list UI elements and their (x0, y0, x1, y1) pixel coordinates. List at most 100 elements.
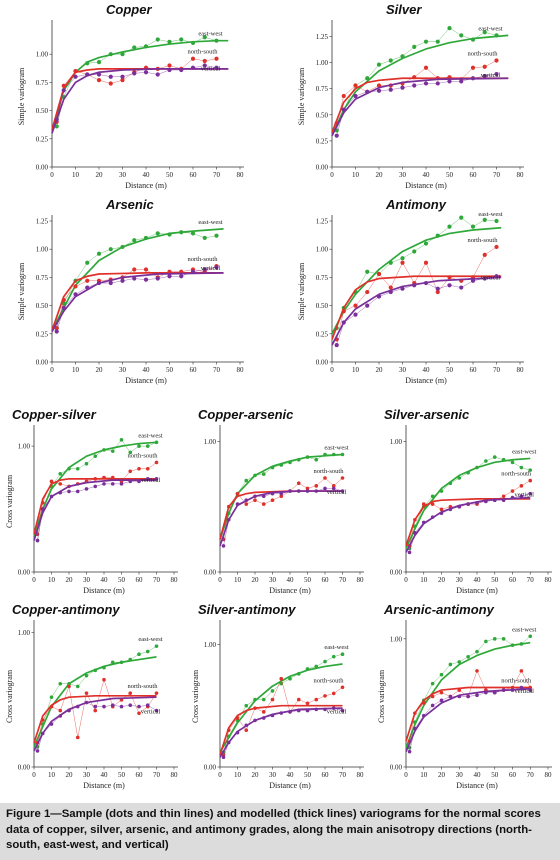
east-west-point (110, 660, 115, 665)
silver-antimony-title: Silver-antimony (198, 602, 296, 617)
north-south-point (400, 260, 405, 265)
east-west-point (155, 231, 160, 236)
vertical-point (221, 755, 226, 759)
east-west-point (331, 654, 336, 659)
north-south-point (73, 284, 78, 289)
vertical-point (423, 280, 429, 286)
vertical-sample-line (37, 478, 157, 541)
north-south-point (102, 677, 106, 682)
vertical-point (119, 704, 124, 709)
x-tick-label: 20 (96, 171, 104, 179)
east-west-point (96, 251, 102, 256)
east-west-point (412, 249, 417, 254)
vertical-point (528, 688, 533, 692)
x-tick-label: 40 (101, 771, 109, 779)
east-west-point (305, 455, 310, 459)
x-tick-label: 40 (474, 576, 482, 584)
north-south-point (261, 502, 266, 506)
vertical-point (93, 704, 98, 709)
x-tick-label: 70 (339, 576, 347, 584)
y-tick-label: 0.50 (316, 111, 329, 119)
north-south-point (102, 475, 106, 480)
north-south-point (388, 285, 393, 290)
east-west-model-line (331, 226, 502, 335)
x-tick-label: 0 (32, 576, 36, 584)
vertical-point (132, 71, 137, 76)
east-west-point (519, 465, 524, 470)
north-south-point (214, 56, 219, 61)
north-south-series-label: north-south (468, 50, 499, 57)
vertical-point (288, 489, 292, 493)
copper-silver-title: Copper-silver (12, 407, 97, 422)
vertical-point (73, 292, 78, 297)
y-tick-label: 1.25 (36, 218, 49, 226)
vertical-point (244, 498, 249, 502)
vertical-point (484, 499, 488, 504)
x-tick-label: 70 (213, 171, 221, 179)
figure-caption-box: Figure 1—Sample (dots and thin lines) an… (0, 803, 560, 860)
y-tick-label: 1.00 (316, 59, 329, 67)
vertical-point (96, 280, 102, 286)
east-west-point (412, 44, 417, 49)
x-tick-label: 50 (446, 171, 454, 179)
north-south-point (49, 704, 54, 709)
north-south-model-line (33, 694, 157, 744)
east-west-point (400, 54, 405, 59)
east-west-point (457, 476, 462, 480)
x-axis-label: Distance (m) (456, 781, 498, 790)
north-south-point (235, 491, 240, 496)
silver-title: Silver (386, 2, 422, 17)
vertical-point (459, 79, 464, 84)
vertical-sample-line (223, 488, 343, 546)
y-axis-label: Simple variogram (297, 262, 306, 320)
vertical-point (435, 81, 440, 86)
north-south-point (296, 697, 301, 702)
east-west-point (110, 449, 115, 453)
vertical-point (435, 286, 440, 291)
north-south-point (58, 708, 63, 713)
vertical-point (120, 74, 125, 79)
x-tick-label: 0 (404, 771, 408, 779)
north-south-point (323, 694, 327, 698)
east-west-point (143, 235, 149, 241)
vertical-point (128, 479, 133, 484)
x-tick-label: 30 (456, 576, 464, 584)
north-south-point (482, 64, 487, 69)
north-south-point (49, 479, 54, 484)
x-tick-label: 30 (269, 576, 277, 584)
vertical-model-line (51, 68, 229, 134)
vertical-point (253, 494, 257, 499)
east-west-point (67, 681, 71, 686)
east-west-point (484, 459, 488, 463)
east-west-point (120, 244, 125, 250)
y-tick-label: 0.75 (316, 274, 329, 282)
east-west-point (93, 454, 98, 458)
east-west-point (519, 642, 524, 646)
north-south-point (244, 502, 249, 506)
east-west-point (270, 465, 275, 470)
vertical-point (49, 494, 54, 499)
vertical-sample-line (37, 702, 157, 751)
east-west-model-line (33, 656, 157, 748)
x-tick-label: 20 (252, 576, 260, 584)
east-west-point (84, 461, 89, 466)
vertical-point (494, 71, 499, 77)
east-west-point (261, 697, 266, 702)
vertical-point (305, 708, 310, 713)
north-south-point (470, 65, 476, 70)
east-west-point (244, 703, 249, 708)
east-west-point (167, 39, 172, 44)
vertical-point (179, 67, 184, 73)
east-west-sample-line (223, 653, 343, 753)
x-tick-label: 10 (72, 171, 80, 179)
x-tick-label: 80 (171, 771, 179, 779)
arsenic-antimony-title: Arsenic-antimony (383, 602, 495, 617)
y-tick-label: 0.00 (18, 764, 31, 772)
vertical-point (67, 708, 71, 713)
vertical-series-label: vertical (327, 489, 347, 496)
east-west-point (459, 215, 464, 220)
north-south-point (110, 475, 115, 480)
vertical-point (423, 81, 429, 86)
north-south-point (96, 78, 102, 83)
east-west-point (120, 52, 125, 57)
